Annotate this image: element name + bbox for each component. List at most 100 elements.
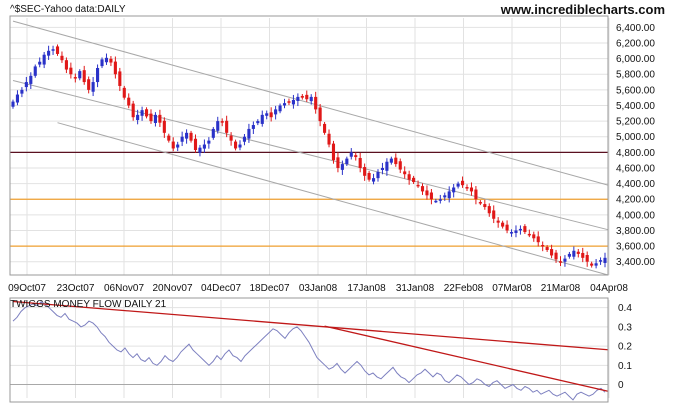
price-y-tick-label: 4,200.00 — [616, 195, 655, 206]
price-y-tick-label: 4,400.00 — [616, 179, 655, 190]
price-candle — [585, 251, 589, 267]
candle-body — [256, 121, 260, 124]
candle-body — [514, 230, 518, 233]
candle-body — [314, 96, 318, 110]
price-y-tick-label: 3,600.00 — [616, 242, 655, 253]
price-candle — [469, 182, 474, 196]
candle-body — [469, 187, 474, 192]
panel-frames — [9, 15, 609, 403]
price-y-tick-label: 4,600.00 — [616, 163, 655, 174]
price-candle — [193, 134, 198, 153]
money-flow-line — [12, 301, 606, 401]
price-candle — [323, 121, 327, 135]
price-candle — [198, 144, 202, 157]
money-flow-panel: 0 0.1 0.2 0.3 0.4 — [10, 300, 632, 401]
price-candle — [371, 173, 376, 185]
price-candle — [131, 100, 135, 121]
candle-body — [87, 79, 91, 90]
price-channel-line — [12, 80, 609, 231]
money-flow-trendline — [324, 325, 609, 392]
candle-body — [225, 120, 229, 133]
price-candle — [394, 153, 398, 167]
candle-body — [474, 189, 478, 200]
candle-body — [541, 245, 545, 247]
price-chart-title: ^$SEC-Yahoo data:DAILY — [10, 4, 126, 15]
candle-body — [492, 210, 496, 219]
brand-watermark: www.incrediblecharts.com — [500, 2, 665, 17]
price-candle — [55, 44, 60, 56]
price-candle — [78, 69, 82, 81]
candle-body — [354, 155, 358, 158]
price-y-tick-label: 3,800.00 — [616, 226, 655, 237]
candle-body — [358, 157, 362, 168]
candle-body — [412, 177, 416, 183]
price-candle — [11, 99, 15, 109]
candle-body — [581, 252, 585, 258]
price-candle — [189, 130, 193, 143]
money-flow-panel-frame — [9, 297, 609, 403]
candle-body — [291, 100, 295, 105]
price-candle — [171, 137, 175, 152]
candle-body — [536, 236, 540, 243]
price-candle — [122, 85, 126, 100]
candle-body — [51, 49, 55, 51]
price-candle — [420, 183, 425, 195]
candle-body — [594, 263, 598, 266]
price-x-tick-label: 04Dec07 — [201, 283, 241, 294]
price-candle — [403, 166, 407, 179]
candle-body — [331, 143, 336, 161]
price-candle — [202, 139, 206, 153]
price-x-tick-label: 17Jan08 — [347, 283, 386, 294]
price-candle — [220, 118, 224, 127]
candle-body — [109, 58, 113, 63]
candle-body — [82, 70, 86, 83]
candle-body — [127, 97, 131, 106]
price-y-tick-label: 4,000.00 — [616, 210, 655, 221]
candle-body — [300, 95, 304, 98]
candle-body — [305, 94, 309, 100]
price-y-tick-label: 5,200.00 — [616, 117, 655, 128]
candle-body — [260, 114, 264, 124]
candle-body — [323, 123, 327, 133]
price-y-tick-label: 5,400.00 — [616, 101, 655, 112]
price-x-tick-label: 22Feb08 — [444, 283, 484, 294]
price-candle — [149, 109, 153, 124]
price-candle — [305, 90, 309, 102]
price-candle — [287, 98, 291, 106]
price-candle — [211, 126, 215, 140]
price-candle — [207, 137, 211, 149]
candle-body — [60, 55, 64, 61]
price-candle — [260, 110, 264, 127]
candle-body — [42, 54, 46, 65]
candle-body — [242, 136, 247, 142]
price-candle — [118, 67, 122, 92]
candle-body — [153, 114, 157, 123]
candle-body — [385, 161, 389, 171]
candle-body — [567, 253, 571, 257]
candle-body — [47, 50, 51, 56]
price-candle — [256, 119, 260, 126]
price-candle — [425, 185, 429, 200]
price-candle — [380, 162, 385, 175]
money-flow-trendline — [12, 300, 609, 351]
candle-body — [394, 157, 398, 165]
price-candle — [496, 217, 500, 228]
price-candle — [523, 224, 527, 234]
price-candle — [598, 257, 603, 265]
candle-body — [456, 183, 460, 187]
price-candle — [291, 94, 295, 109]
candle-body — [265, 113, 269, 116]
price-candles — [11, 44, 607, 269]
candle-body — [447, 191, 451, 199]
money-flow-title: TWIGGS MONEY FLOW DAILY 21 — [10, 299, 167, 310]
candle-body — [380, 167, 385, 171]
price-x-tick-label: 04Apr08 — [590, 283, 628, 294]
price-candle — [109, 56, 113, 67]
price-candle — [167, 133, 171, 143]
price-candle — [456, 181, 460, 189]
price-x-tick-label: 18Dec07 — [249, 283, 289, 294]
price-candle — [541, 241, 545, 252]
candle-body — [113, 61, 117, 75]
price-x-tick-labels: 09Oct07 23Oct07 06Nov07 20Nov07 04Dec07 18Dec… — [8, 283, 628, 294]
